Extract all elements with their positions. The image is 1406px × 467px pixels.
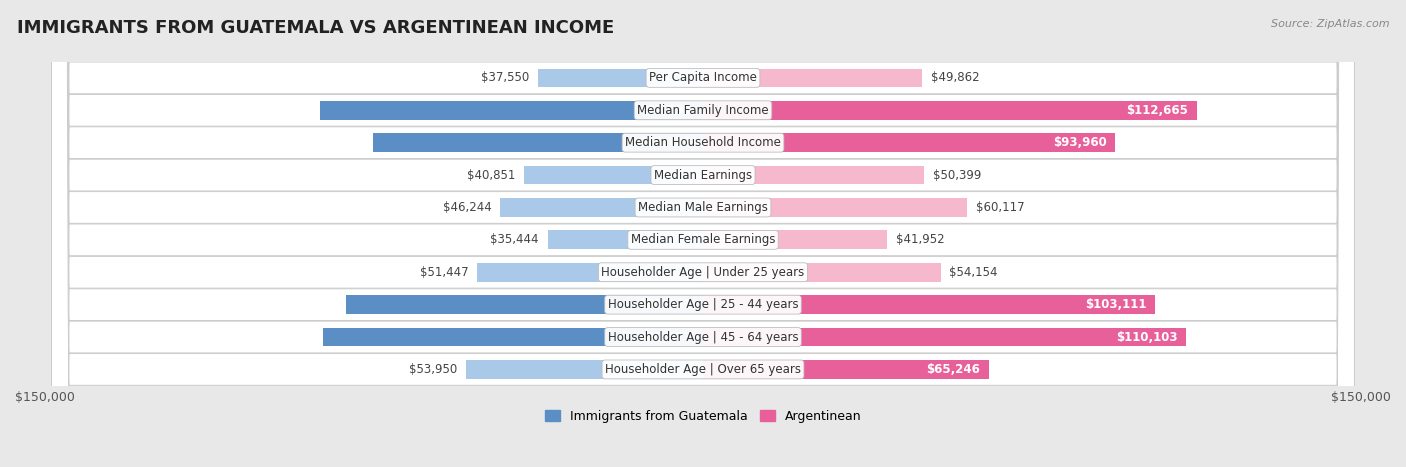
Text: $112,665: $112,665 [1126, 104, 1188, 117]
Text: $46,244: $46,244 [443, 201, 491, 214]
Text: $110,103: $110,103 [1116, 331, 1177, 344]
Text: Median Earnings: Median Earnings [654, 169, 752, 182]
Text: $87,191: $87,191 [638, 104, 692, 117]
Bar [323, 328, 703, 347]
FancyBboxPatch shape [52, 0, 1354, 467]
FancyBboxPatch shape [52, 0, 1354, 467]
Legend: Immigrants from Guatemala, Argentinean: Immigrants from Guatemala, Argentinean [540, 405, 866, 428]
Text: $49,862: $49,862 [931, 71, 979, 85]
Text: $65,246: $65,246 [927, 363, 980, 376]
Bar [374, 133, 703, 152]
Bar [703, 69, 922, 87]
Text: Median Female Earnings: Median Female Earnings [631, 234, 775, 247]
Bar [321, 101, 703, 120]
Bar [703, 263, 941, 282]
Text: $53,950: $53,950 [409, 363, 457, 376]
Text: Householder Age | 25 - 44 years: Householder Age | 25 - 44 years [607, 298, 799, 311]
FancyBboxPatch shape [52, 0, 1354, 467]
Bar [547, 231, 703, 249]
Text: $93,960: $93,960 [1053, 136, 1107, 149]
Text: $60,117: $60,117 [976, 201, 1024, 214]
Text: IMMIGRANTS FROM GUATEMALA VS ARGENTINEAN INCOME: IMMIGRANTS FROM GUATEMALA VS ARGENTINEAN… [17, 19, 614, 37]
FancyBboxPatch shape [52, 0, 1354, 467]
Text: Median Family Income: Median Family Income [637, 104, 769, 117]
Text: $103,111: $103,111 [1085, 298, 1146, 311]
Text: $81,341: $81,341 [638, 298, 692, 311]
FancyBboxPatch shape [52, 0, 1354, 467]
Bar [703, 328, 1187, 347]
Text: Householder Age | Over 65 years: Householder Age | Over 65 years [605, 363, 801, 376]
Text: Householder Age | Under 25 years: Householder Age | Under 25 years [602, 266, 804, 279]
Bar [346, 295, 703, 314]
Text: Median Household Income: Median Household Income [626, 136, 780, 149]
FancyBboxPatch shape [52, 0, 1354, 467]
FancyBboxPatch shape [52, 0, 1354, 467]
Bar [703, 360, 990, 379]
Text: $35,444: $35,444 [491, 234, 538, 247]
Text: $41,952: $41,952 [896, 234, 945, 247]
FancyBboxPatch shape [52, 0, 1354, 467]
Text: Source: ZipAtlas.com: Source: ZipAtlas.com [1271, 19, 1389, 28]
Text: $75,123: $75,123 [638, 136, 692, 149]
Text: $37,550: $37,550 [481, 71, 530, 85]
Text: $51,447: $51,447 [420, 266, 468, 279]
Bar [703, 101, 1198, 120]
FancyBboxPatch shape [52, 0, 1354, 467]
Text: $40,851: $40,851 [467, 169, 515, 182]
Text: $50,399: $50,399 [932, 169, 981, 182]
Bar [501, 198, 703, 217]
Bar [524, 166, 703, 184]
Bar [703, 198, 967, 217]
Text: Householder Age | 45 - 64 years: Householder Age | 45 - 64 years [607, 331, 799, 344]
FancyBboxPatch shape [52, 0, 1354, 467]
Bar [703, 231, 887, 249]
Bar [703, 166, 924, 184]
Bar [477, 263, 703, 282]
Text: $54,154: $54,154 [949, 266, 998, 279]
Text: Per Capita Income: Per Capita Income [650, 71, 756, 85]
Text: Median Male Earnings: Median Male Earnings [638, 201, 768, 214]
Bar [538, 69, 703, 87]
Bar [703, 295, 1156, 314]
Text: $86,573: $86,573 [638, 331, 692, 344]
Bar [467, 360, 703, 379]
Bar [703, 133, 1115, 152]
